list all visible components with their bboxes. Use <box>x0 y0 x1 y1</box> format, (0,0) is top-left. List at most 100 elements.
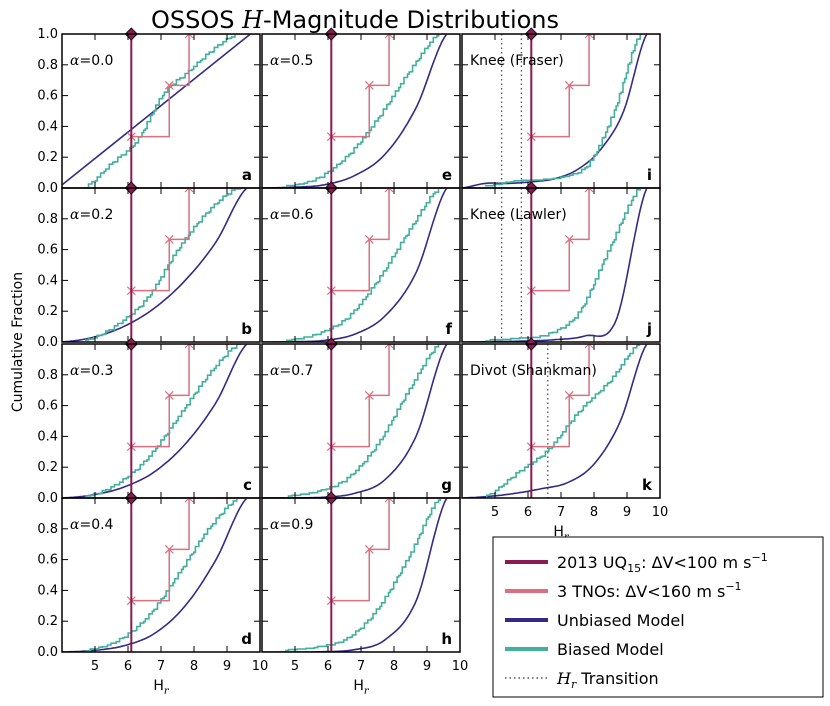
tno-marker <box>384 498 394 503</box>
biased-model-line <box>285 498 441 652</box>
y-tick-label: 0.4 <box>37 429 58 444</box>
x-tick-label: 5 <box>291 659 299 674</box>
tno-marker <box>584 188 594 193</box>
x-tick-label: 5 <box>491 505 499 520</box>
biased-model-line <box>485 344 641 498</box>
panel-label: α=0.3 <box>70 363 113 379</box>
x-axis-label: Hr <box>353 678 370 697</box>
tno-marker <box>584 34 594 39</box>
y-tick-label: 0.2 <box>37 460 58 475</box>
y-tick-label: 0.4 <box>37 583 58 598</box>
panel-label-value: =0.6 <box>279 207 313 223</box>
x-tick-label: 7 <box>157 659 165 674</box>
tno-marker <box>384 34 394 39</box>
x-tick-label: 10 <box>252 659 269 674</box>
panel-plot-area <box>62 344 260 498</box>
panel-label-value: =0.2 <box>79 207 113 223</box>
panel-label-alpha: α <box>270 207 280 223</box>
x-axis-label-main: H <box>553 524 564 540</box>
panel-letter: e <box>442 166 452 184</box>
tno-marker <box>184 344 194 349</box>
tno-marker <box>564 234 574 244</box>
panel-i: Knee (Fraser) i <box>461 27 661 189</box>
tno-marker <box>384 344 394 349</box>
legend-text: Biased Model <box>557 640 664 659</box>
panel-label: α=0.5 <box>270 53 313 69</box>
tno-step-cdf <box>330 34 460 188</box>
y-tick-label: 0.4 <box>37 273 58 288</box>
tno-marker <box>164 234 174 244</box>
legend-entry: 2013 UQ15: ΔV<100 m s−1 <box>557 551 768 575</box>
x-axis-label-main: H <box>353 678 364 694</box>
y-tick-label: 0.2 <box>37 614 58 629</box>
panel-label-alpha: α <box>70 207 80 223</box>
tno-step-cdf <box>130 34 260 188</box>
legend-sup: −1 <box>752 551 768 564</box>
tno-marker <box>364 390 374 400</box>
panel-letter: h <box>441 630 452 648</box>
biased-model-line <box>85 188 241 341</box>
biased-model-line <box>285 34 441 188</box>
panel-label-value: =0.0 <box>79 53 113 69</box>
panel-label-value: =0.4 <box>79 517 113 533</box>
unbiased-model-line <box>62 188 248 342</box>
panel-label-alpha: α <box>270 53 280 69</box>
x-tick-label: 7 <box>557 505 565 520</box>
panel-b: 0.0 0.2 0.4 0.6 0.8 α=0.2 b <box>37 181 261 350</box>
tno-marker <box>164 80 174 90</box>
biased-model-line <box>485 34 641 187</box>
legend-text: 2013 UQ <box>557 553 627 572</box>
y-tick-label: 0.4 <box>37 119 58 134</box>
panel-a: 0.0 0.2 0.4 0.6 0.8 1.0 α=0.0 a <box>37 27 261 196</box>
y-tick-label: 0.2 <box>37 150 58 165</box>
tno-marker <box>184 498 194 503</box>
panel-plot-area <box>62 34 260 188</box>
x-tick-label: 6 <box>524 505 532 520</box>
panel-letter: i <box>647 166 652 184</box>
panel-c: 0.0 0.2 0.4 0.6 0.8 α=0.3 c <box>37 337 261 506</box>
panel-plot-area <box>62 498 260 652</box>
x-tick-label: 6 <box>124 659 132 674</box>
panel-label-alpha: α <box>70 363 80 379</box>
x-tick-label: 9 <box>223 659 231 674</box>
legend-sup: −1 <box>725 580 741 593</box>
panel-k: 5 6 7 8 9 10 Divot (Shankman) k <box>461 337 668 520</box>
legend-var-sub: r <box>571 678 577 691</box>
x-axis-label-sub: r <box>364 686 370 697</box>
x-tick-label: 6 <box>324 659 332 674</box>
tno-marker <box>184 188 194 193</box>
tno-step-cdf <box>130 188 260 342</box>
panel-label: Knee (Lawler) <box>470 207 567 223</box>
panel-label: α=0.2 <box>70 207 113 223</box>
y-tick-label: 0.0 <box>37 181 58 196</box>
chart-title: OSSOS H-Magnitude Distributions <box>151 6 559 34</box>
tno-marker <box>564 80 574 90</box>
tno-marker <box>184 34 194 39</box>
panel-plot-area <box>462 344 660 498</box>
legend-var: H <box>556 669 572 688</box>
y-tick-label: 0.0 <box>37 335 58 350</box>
unbiased-model-line <box>62 498 248 652</box>
tno-marker <box>164 390 174 400</box>
panel-h: 5 6 7 8 9 10 α=0.9 h <box>261 491 468 674</box>
x-axis-label-sub: r <box>164 686 170 697</box>
panel-label: α=0.7 <box>270 363 313 379</box>
tno-marker <box>564 390 574 400</box>
x-tick-label: 8 <box>590 505 598 520</box>
panel-letter: j <box>646 320 652 338</box>
panel-label-value: =0.7 <box>279 363 313 379</box>
legend-sub: 15 <box>627 562 641 575</box>
x-tick-label: 5 <box>91 659 99 674</box>
tno-marker <box>584 344 594 349</box>
panel-letter: k <box>642 476 653 494</box>
panel-label-value: =0.9 <box>279 517 313 533</box>
panels-group: 0.00.20.40.60.81.0α=0.0a0.00.20.40.60.8 α… <box>37 27 668 674</box>
panel-f: α=0.6 f <box>261 181 461 343</box>
panel-label: α=0.0 <box>70 53 113 69</box>
tno-marker <box>384 188 394 193</box>
y-tick-label: 0.6 <box>37 89 58 104</box>
panel-label-alpha: α <box>70 53 80 69</box>
biased-model-line <box>485 188 641 342</box>
y-tick-label: 0.8 <box>37 368 58 383</box>
